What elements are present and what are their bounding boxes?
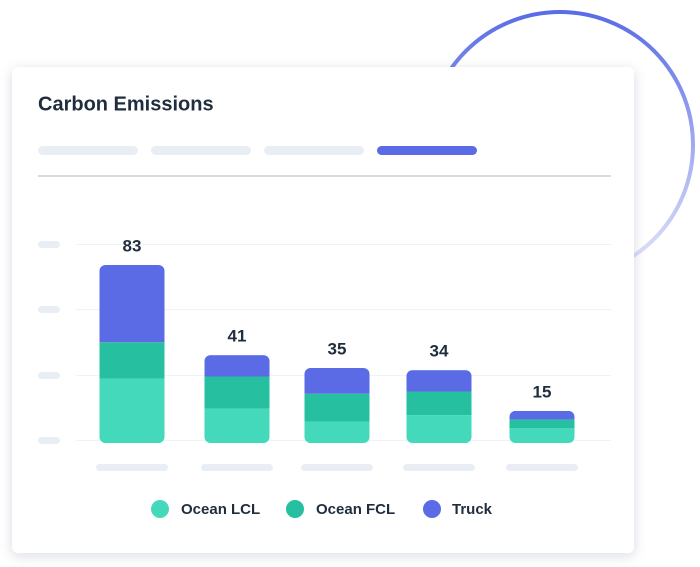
tab[interactable] (38, 146, 138, 155)
bar-segment (204, 355, 270, 377)
legend-swatch (151, 500, 169, 518)
x-placeholder (301, 464, 373, 471)
tab[interactable] (264, 146, 364, 155)
total-label: 35 (328, 339, 347, 358)
legend-swatch (423, 500, 441, 518)
legend-label: Ocean FCL (316, 501, 395, 518)
bar-segment (99, 265, 165, 343)
bar-segment (406, 370, 472, 392)
x-placeholder (96, 464, 168, 471)
bar-segment (509, 410, 575, 420)
bar-segment (304, 367, 370, 394)
bar-segment (304, 393, 370, 422)
x-placeholder (506, 464, 578, 471)
chart-title: Carbon Emissions (38, 93, 214, 115)
x-placeholder (201, 464, 273, 471)
bar-segment (204, 408, 270, 443)
legend-label: Ocean LCL (181, 501, 260, 518)
bar-segment (99, 378, 165, 443)
total-label: 15 (533, 382, 552, 401)
bar-segment (406, 391, 472, 416)
bar-segment (406, 415, 472, 443)
tab-active[interactable] (377, 146, 477, 155)
axis-placeholder (38, 306, 60, 313)
axis-placeholder (38, 372, 60, 379)
total-label: 41 (228, 327, 247, 346)
axis-placeholder (38, 437, 60, 444)
total-label: 83 (123, 236, 142, 255)
tab[interactable] (151, 146, 251, 155)
bar-segment (99, 342, 165, 379)
axis-placeholder (38, 241, 60, 248)
bar-segment (509, 427, 575, 443)
legend-swatch (286, 500, 304, 518)
total-label: 34 (430, 342, 449, 361)
bar-segment (509, 419, 575, 428)
bar-segment (204, 376, 270, 409)
bar-segment (304, 421, 370, 443)
x-placeholder (403, 464, 475, 471)
legend-label: Truck (452, 501, 493, 518)
